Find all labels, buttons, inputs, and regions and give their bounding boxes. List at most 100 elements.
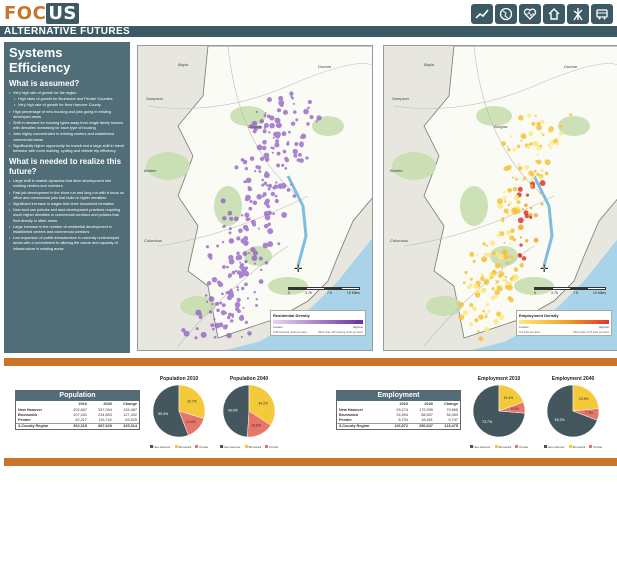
- legend-low-desc: 0-50 housing units per acre: [273, 330, 307, 334]
- scale-label: 15 Miles: [346, 291, 360, 295]
- scale-label: 7.5: [572, 291, 578, 295]
- map-label-dunbar: Dunbar: [318, 64, 332, 69]
- table-cell: 234,853: [98, 412, 112, 417]
- assumed-item: Significantly higher opportunity for tra…: [9, 144, 125, 154]
- table-cell: 687,629: [89, 422, 114, 429]
- needed-list: Large shift in market dynamics that driv…: [9, 179, 125, 252]
- topic-icon-bar: [471, 4, 613, 24]
- column-header: 2040: [103, 402, 112, 406]
- legend-low: Lowest: [273, 325, 283, 329]
- population-2040-pie: Population 2040 49.0% 34.2% 16.8% New Hano…: [216, 376, 282, 449]
- table-row: 3-County Region 126,572 250,047 123,475: [337, 422, 460, 429]
- table-cell: 52,217: [75, 417, 87, 422]
- pie-legend-item: Pender: [515, 445, 528, 449]
- legend-high: Highest: [352, 325, 363, 329]
- pie-slice-new-hanover: [152, 384, 189, 438]
- scale-label: 3.75: [551, 291, 558, 295]
- region-name: 3-County Region: [16, 422, 65, 429]
- table-cell: 8,704: [398, 417, 408, 422]
- map-label-burgaw: Burgaw: [248, 124, 263, 129]
- table-cell: 115,742: [98, 417, 112, 422]
- pie-slice-label: 49.0%: [228, 408, 238, 412]
- population-2010-pie: Population 2010 55.9% 29.7% 14.4% New Hano…: [146, 376, 212, 449]
- assumed-item: High rates of growth for Brunswick and P…: [9, 97, 125, 102]
- home-icon[interactable]: [543, 4, 565, 24]
- pie-slice-new-hanover: [546, 384, 598, 438]
- heart-icon[interactable]: [519, 4, 541, 24]
- map-label-columbus: Columbus: [390, 238, 408, 243]
- scenario-title: Systems Efficiency: [9, 45, 71, 75]
- assumed-item: Very high rate of growth for the region: [9, 91, 125, 96]
- road-icon[interactable]: [567, 4, 589, 24]
- employment-density-map[interactable]: Bayla Dunbar Sampson Burgaw Bladen Colum…: [383, 45, 617, 351]
- pie-legend-item: Brunswick: [244, 445, 261, 449]
- pie-slice-brunswick: [178, 384, 206, 419]
- region-name: Pender: [18, 417, 31, 422]
- assumed-item: Jobs highly concentrated in existing cen…: [9, 132, 125, 142]
- table-cell: 63,525: [125, 417, 137, 422]
- map-label-bladen: Bladen: [144, 168, 157, 173]
- table-row: New Hanover 202,667 337,054 134,387: [16, 407, 139, 412]
- pie-slice-label: 6.9%: [511, 407, 519, 411]
- table-cell: 134,387: [123, 407, 137, 412]
- scenario-description-panel: Systems Efficiency What is assumed? Very…: [4, 42, 130, 353]
- focus-logo[interactable]: FOC US: [4, 3, 79, 24]
- needed-item: Low expansion of public infrastructure i…: [9, 236, 125, 252]
- pie-legend-item: New Hanover: [543, 445, 565, 449]
- column-header: 2010: [399, 402, 408, 406]
- map-label-columbus: Columbus: [144, 238, 162, 243]
- map-label-bayla: Bayla: [424, 62, 435, 67]
- pie-legend-item: Brunswick: [568, 445, 585, 449]
- region-name: Brunswick: [339, 412, 359, 417]
- pie-legend: New Hanover Brunswick Pender: [216, 445, 282, 449]
- subtitle-bar: [0, 26, 617, 37]
- bus-icon[interactable]: [591, 4, 613, 24]
- employment-legend: Employment Density Lowest Highest 0-5 job…: [516, 310, 612, 336]
- employment-2010-pie: Employment 2010 73.7% 19.4% 6.9% New Hanov…: [466, 376, 532, 449]
- region-name: New Hanover: [339, 407, 364, 412]
- table-cell: 107,431: [73, 412, 87, 417]
- assumed-item: High percentage of new housing and jobs …: [9, 110, 125, 120]
- population-table-title: Population: [16, 391, 139, 401]
- map-label-sampson: Sampson: [146, 96, 164, 101]
- divider-band-bottom: [4, 458, 617, 466]
- residential-density-map[interactable]: Bayla Dunbar Sampson Burgaw Bladen Colum…: [137, 45, 373, 351]
- pie-legend-item: New Hanover: [469, 445, 491, 449]
- map-label-burgaw: Burgaw: [494, 124, 509, 129]
- map-scale-bar: 0 3.75 7.5 15 Miles: [288, 287, 360, 299]
- residential-map-graphic: Bayla Dunbar Sampson Burgaw Bladen Colum…: [138, 46, 372, 350]
- scale-label: 15 Miles: [592, 291, 606, 295]
- column-header: Change: [123, 402, 137, 406]
- assumed-list: Very high rate of growth for the regionH…: [9, 91, 125, 154]
- table-cell: 202,667: [73, 407, 87, 412]
- logo-foc: FOC: [4, 3, 47, 24]
- legend-high-desc: More than 17.5 jobs per acre: [573, 330, 609, 334]
- pie-legend-item: Pender: [195, 445, 208, 449]
- pie-title: Employment 2040: [551, 376, 595, 382]
- pie-legend-item: New Hanover: [219, 445, 241, 449]
- pie-legend-item: New Hanover: [149, 445, 171, 449]
- residential-legend: Residential Density Lowest Highest 0-50 h…: [270, 310, 366, 336]
- region-name: Pender: [339, 417, 352, 422]
- logo-us: US: [46, 3, 79, 24]
- pie-slice-label: 69.2%: [555, 418, 565, 422]
- map-label-dunbar: Dunbar: [564, 64, 578, 69]
- pie-legend-item: Brunswick: [494, 445, 511, 449]
- legend-color-ramp: [519, 320, 609, 324]
- table-cell: 362,315: [64, 422, 89, 429]
- pie-slice-label: 23.5%: [579, 397, 589, 401]
- map-label-sampson: Sampson: [392, 96, 410, 101]
- globe-icon[interactable]: [495, 4, 517, 24]
- table-cell: 9,747: [448, 417, 458, 422]
- pie-slice-label: 55.9%: [158, 412, 168, 416]
- pie-slice-label: 16.8%: [251, 423, 261, 427]
- table-row: New Hanover 93,274 172,939 79,665: [337, 407, 460, 412]
- legend-low-desc: 0-5 jobs per acre: [519, 330, 540, 334]
- needed-item: Fast job development in the short run an…: [9, 191, 125, 201]
- pie-title: Employment 2010: [477, 376, 521, 382]
- pie-legend: New Hanover Brunswick Pender: [466, 445, 532, 449]
- table-cell: 172,939: [419, 407, 433, 412]
- chart-icon[interactable]: [471, 4, 493, 24]
- map-scale-bar: 0 3.75 7.5 15 Miles: [534, 287, 606, 299]
- map-label-bladen: Bladen: [390, 168, 403, 173]
